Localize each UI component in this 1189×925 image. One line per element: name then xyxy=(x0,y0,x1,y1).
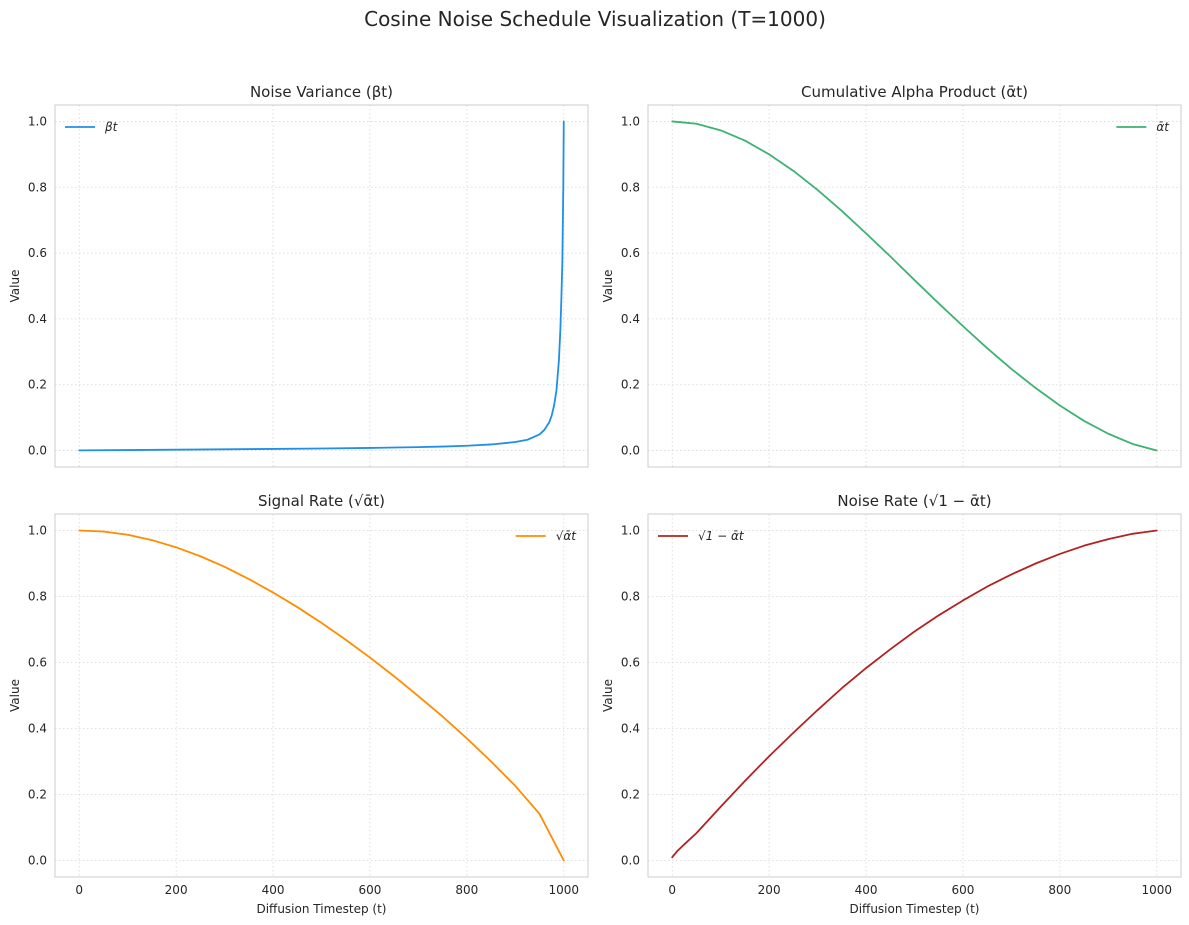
axes-frame xyxy=(54,513,589,878)
subplot-title: Noise Variance (βt) xyxy=(250,83,393,101)
y-tick-label: 0.4 xyxy=(621,312,640,326)
legend-label: βt xyxy=(104,120,119,134)
series-line xyxy=(78,529,565,862)
y-tick-label: 0.2 xyxy=(28,378,47,392)
y-tick-label: 0.6 xyxy=(621,246,640,260)
y-tick-label: 0.0 xyxy=(621,444,640,458)
y-axis-label: Value xyxy=(601,270,615,303)
y-tick-label: 1.0 xyxy=(28,114,47,128)
subplot-title: Signal Rate (√ᾱt) xyxy=(258,492,385,510)
y-tick-label: 0.4 xyxy=(621,722,640,736)
subplot-1: 0.0 0.2 0.4 0.6 0.8 1.0 Noise Variance (βt) Val… xyxy=(8,83,589,468)
series-line xyxy=(671,120,1158,452)
series-line xyxy=(78,120,565,452)
y-tick-label: 0.6 xyxy=(621,656,640,670)
y-axis-label: Value xyxy=(601,679,615,712)
y-tick-label: 0.2 xyxy=(621,378,640,392)
axes-frame xyxy=(647,513,1182,878)
subplot-3: 0.0 0.2 0.4 0.6 0.8 1.0 0 200 400 600 800 1000 Signa… xyxy=(8,492,589,916)
y-tick-label: 0.4 xyxy=(28,312,47,326)
legend-label: √ᾱt xyxy=(556,529,578,543)
legend-label: √1 − ᾱt xyxy=(698,529,745,543)
y-tick-label: 1.0 xyxy=(621,524,640,538)
x-tick-label: 800 xyxy=(1048,883,1071,897)
legend-label: ᾱt xyxy=(1156,120,1170,134)
axes-frame xyxy=(54,104,589,468)
y-tick-label: 0.4 xyxy=(28,722,47,736)
subplot-2: 0.0 0.2 0.4 0.6 0.8 1.0 Cumulative Alpha Produ… xyxy=(601,83,1182,468)
x-tick-label: 400 xyxy=(262,883,285,897)
y-axis-label: Value xyxy=(8,679,22,712)
y-tick-label: 0.0 xyxy=(28,854,47,868)
y-tick-label: 0.6 xyxy=(28,246,47,260)
subplot-4: 0.0 0.2 0.4 0.6 0.8 1.0 0 200 400 600 800 1000 Noise… xyxy=(601,492,1182,916)
x-axis-label: Diffusion Timestep (t) xyxy=(849,902,979,916)
x-tick-label: 600 xyxy=(359,883,382,897)
y-tick-label: 0.8 xyxy=(621,180,640,194)
x-tick-label: 800 xyxy=(455,883,478,897)
x-tick-label: 0 xyxy=(668,883,676,897)
x-tick-label: 1000 xyxy=(548,883,579,897)
y-tick-label: 0.2 xyxy=(28,788,47,802)
subplot-title: Cumulative Alpha Product (ᾱt) xyxy=(801,83,1028,101)
y-tick-label: 0.8 xyxy=(28,590,47,604)
series-line xyxy=(671,529,1158,859)
y-tick-label: 0.8 xyxy=(28,180,47,194)
subplot-title: Noise Rate (√1 − ᾱt) xyxy=(837,492,991,510)
y-tick-label: 1.0 xyxy=(621,114,640,128)
axes-frame xyxy=(647,104,1182,468)
x-tick-label: 400 xyxy=(855,883,878,897)
y-tick-label: 0.6 xyxy=(28,656,47,670)
x-tick-label: 1000 xyxy=(1141,883,1172,897)
x-tick-label: 600 xyxy=(952,883,975,897)
y-tick-label: 0.0 xyxy=(621,854,640,868)
y-tick-label: 1.0 xyxy=(28,524,47,538)
x-tick-label: 0 xyxy=(75,883,83,897)
y-tick-label: 0.8 xyxy=(621,590,640,604)
y-tick-label: 0.2 xyxy=(621,788,640,802)
figure-title: Cosine Noise Schedule Visualization (T=1… xyxy=(364,7,826,31)
x-axis-label: Diffusion Timestep (t) xyxy=(256,902,386,916)
y-tick-label: 0.0 xyxy=(28,444,47,458)
x-tick-label: 200 xyxy=(165,883,188,897)
x-tick-label: 200 xyxy=(758,883,781,897)
y-axis-label: Value xyxy=(8,270,22,303)
